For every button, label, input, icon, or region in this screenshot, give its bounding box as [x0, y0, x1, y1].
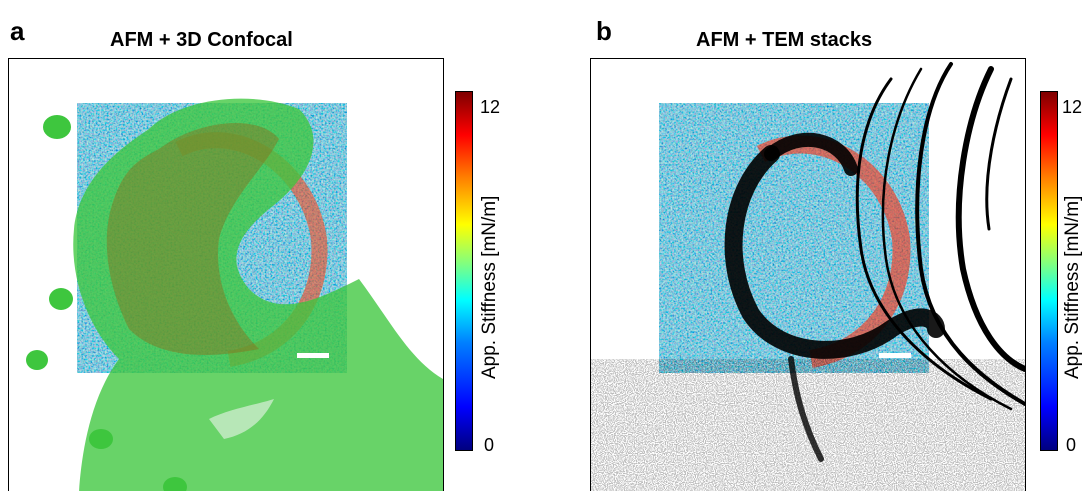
panel-a-colorbar [455, 91, 473, 451]
panel-b-colorbar-label: App. Stiffness [mN/m] [1062, 195, 1083, 379]
panel-a-colorbar-min: 0 [484, 435, 495, 455]
panel-b-colorbar-max: 12 [1062, 97, 1083, 117]
confocal-volume [73, 98, 443, 491]
panel-a-colorbar-label: App. Stiffness [mN/m] [479, 195, 500, 379]
panel-b-letter: b [596, 16, 612, 46]
scale-bar [879, 353, 911, 358]
scale-bar [297, 353, 329, 358]
panel-b-colorbar [1040, 91, 1058, 451]
panel-b-colorbar-min: 0 [1066, 435, 1077, 455]
panel-a-letter: a [10, 16, 25, 46]
panel-b-title: AFM + TEM stacks [696, 29, 873, 51]
panel-a-title: AFM + 3D Confocal [110, 29, 293, 51]
panel-b-image [590, 58, 1026, 491]
panel-a-image [8, 58, 444, 491]
panel-a-colorbar-max: 12 [480, 97, 501, 117]
